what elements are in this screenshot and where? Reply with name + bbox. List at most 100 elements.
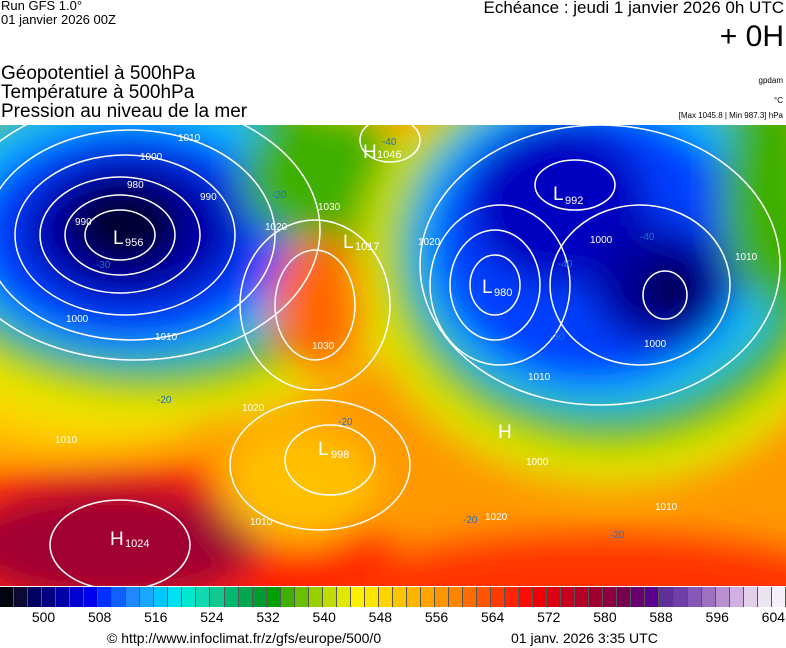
colorbar-cell — [168, 587, 183, 607]
colorbar-cell — [126, 587, 141, 607]
colorbar-cell — [757, 587, 772, 607]
colorbar-tick-label: 564 — [480, 609, 505, 625]
svg-text:L: L — [343, 232, 354, 253]
colorbar-cell — [533, 587, 548, 607]
colorbar-cell — [84, 587, 99, 607]
svg-text:H: H — [498, 422, 512, 443]
colorbar-cell — [463, 587, 478, 607]
svg-text:-20: -20 — [157, 395, 172, 406]
colorbar-cell — [505, 587, 520, 607]
colorbar-cell — [56, 587, 71, 607]
svg-text:1030: 1030 — [318, 202, 341, 213]
svg-text:1020: 1020 — [485, 512, 508, 523]
colorbar-tick-label: 596 — [705, 609, 729, 625]
colorbar-cell — [715, 587, 730, 607]
colorbar-cell — [659, 587, 674, 607]
colorbar-tick-label: 604 — [761, 609, 786, 625]
colorbar-cell — [406, 587, 421, 607]
colorbar-tick-label: 500 — [31, 609, 56, 625]
colorbar-cell — [603, 587, 618, 607]
colorbar-cell — [266, 587, 281, 607]
colorbar-cell — [701, 587, 716, 607]
svg-text:1010: 1010 — [528, 372, 551, 383]
colorbar-cell — [224, 587, 239, 607]
svg-text:-40: -40 — [640, 232, 655, 243]
colorbar-cell — [196, 587, 211, 607]
colorbar-cell — [477, 587, 492, 607]
svg-text:992: 992 — [565, 195, 583, 207]
colorbar-tick-label: 516 — [144, 609, 168, 625]
svg-text:1020: 1020 — [242, 403, 265, 414]
svg-text:1000: 1000 — [66, 314, 89, 325]
colorbar — [0, 587, 786, 607]
colorbar-cell — [547, 587, 562, 607]
unit-temperature: °C — [774, 96, 783, 105]
unit-geopotential: gpdam — [758, 76, 783, 85]
title-pressure: Pression au niveau de la mer — [1, 101, 248, 122]
svg-text:956: 956 — [125, 237, 143, 249]
svg-text:998: 998 — [331, 449, 349, 461]
colorbar-cell — [322, 587, 337, 607]
colorbar-cell — [140, 587, 155, 607]
colorbar-cell — [631, 587, 646, 607]
colorbar-cell — [491, 587, 506, 607]
title-temperature: Température à 500hPa — [1, 82, 195, 103]
svg-text:-30: -30 — [96, 260, 111, 271]
colorbar-cell — [420, 587, 435, 607]
svg-text:L: L — [113, 228, 124, 249]
svg-text:-30: -30 — [550, 332, 565, 343]
isobars — [0, 125, 781, 586]
colorbar-cell — [392, 587, 407, 607]
colorbar-cell — [743, 587, 758, 607]
colorbar-cell — [0, 587, 15, 607]
pressure-centers: L 956 H 1046 L 1017 L 992 L 980 L 998 H 1024 H — [110, 142, 583, 550]
colorbar-cell — [28, 587, 43, 607]
colorbar-cell — [154, 587, 169, 607]
colorbar-cell — [434, 587, 449, 607]
svg-text:H: H — [363, 142, 377, 163]
svg-text:1000: 1000 — [644, 339, 667, 350]
svg-text:1010: 1010 — [250, 517, 273, 528]
run-date: 01 janvier 2026 00Z — [1, 12, 116, 27]
colorbar-cell — [575, 587, 590, 607]
isobar-labels: 1010 980 990 1000 990 1000 1010 1020 103… — [55, 133, 758, 528]
svg-text:1000: 1000 — [526, 457, 549, 468]
svg-text:990: 990 — [75, 217, 92, 228]
colorbar-cell — [519, 587, 534, 607]
colorbar-cell — [729, 587, 744, 607]
colorbar-tick-label: 572 — [537, 609, 561, 625]
colorbar-cell — [645, 587, 660, 607]
colorbar-tick-label: 548 — [368, 609, 393, 625]
pressure-stats: [Max 1045.8 | Min 987.3] hPa — [678, 111, 783, 120]
colorbar-cell — [238, 587, 253, 607]
colorbar-cell — [364, 587, 379, 607]
valid-time: Echéance : jeudi 1 janvier 2026 0h UTC — [483, 0, 784, 17]
svg-text:1017: 1017 — [355, 241, 379, 253]
svg-text:1000: 1000 — [590, 235, 613, 246]
colorbar-cell — [308, 587, 323, 607]
colorbar-tick-label: 508 — [87, 609, 112, 625]
high-center: H 1024 — [110, 529, 149, 550]
svg-text:990: 990 — [200, 192, 217, 203]
svg-text:1020: 1020 — [265, 222, 288, 233]
weather-map: 1010 980 990 1000 990 1000 1010 1020 103… — [0, 125, 786, 586]
svg-text:1010: 1010 — [655, 502, 678, 513]
svg-text:1010: 1010 — [55, 435, 78, 446]
svg-text:L: L — [318, 439, 329, 460]
colorbar-cell — [617, 587, 632, 607]
svg-text:-20: -20 — [338, 417, 353, 428]
high-center: H 1046 — [363, 142, 401, 163]
colorbar-cell — [280, 587, 295, 607]
svg-text:1020: 1020 — [418, 237, 441, 248]
source-credit: © http://www.infoclimat.fr/z/gfs/europe/… — [107, 630, 382, 646]
colorbar-cell — [294, 587, 309, 607]
title-geopotential: Géopotentiel à 500hPa — [1, 63, 196, 84]
colorbar-tick-label: 532 — [256, 609, 280, 625]
colorbar-tick-label: 588 — [649, 609, 673, 625]
low-center: L 998 — [318, 439, 349, 461]
colorbar-cell — [449, 587, 464, 607]
temperature-labels: -20 -30 -40 -40 -40 -30 -20 -20 -20 -20 — [96, 137, 655, 541]
svg-text:1010: 1010 — [155, 332, 178, 343]
svg-text:1010: 1010 — [735, 252, 758, 263]
run-label: Run GFS 1.0° — [1, 0, 83, 13]
